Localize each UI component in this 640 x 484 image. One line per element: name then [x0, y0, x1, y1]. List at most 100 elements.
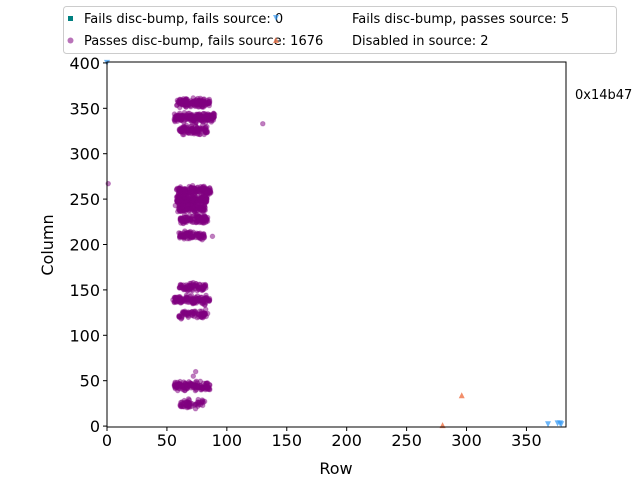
data-point-passes-disc-bump — [201, 185, 208, 192]
data-point-passes-disc-bump — [206, 381, 213, 388]
data-points — [104, 59, 565, 429]
data-point-passes-disc-bump — [176, 385, 183, 392]
data-point-passes-disc-bump — [194, 127, 201, 134]
y-tick-label: 200 — [69, 236, 100, 255]
data-point-passes-disc-bump — [204, 310, 211, 317]
legend-marker-square — [68, 16, 73, 21]
data-point-passes-disc-bump — [183, 399, 189, 406]
data-point-passes-disc-bump — [204, 218, 211, 224]
data-point-passes-disc-bump — [170, 297, 176, 303]
data-point-passes-disc-bump — [179, 99, 186, 106]
data-point-passes-disc-bump — [194, 287, 200, 294]
data-point-passes-disc-bump — [177, 217, 184, 223]
data-point-passes-disc-bump — [195, 205, 201, 212]
data-point-passes-disc-bump — [183, 382, 190, 389]
y-tick-label: 350 — [69, 99, 100, 118]
data-point-passes-disc-bump — [194, 298, 201, 305]
y-tick-label: 300 — [69, 145, 100, 164]
data-point-passes-disc-bump — [187, 114, 193, 121]
data-point-passes-disc-bump — [209, 233, 216, 240]
data-point-passes-disc-bump — [178, 114, 184, 120]
legend-marker-circle — [67, 37, 74, 44]
legend-label: Fails disc-bump, fails source: 0 — [84, 12, 283, 27]
data-point-passes-disc-bump — [174, 382, 181, 388]
x-tick-label: 150 — [271, 431, 302, 450]
data-point-passes-disc-bump — [180, 127, 187, 133]
data-point-passes-disc-bump — [207, 189, 213, 195]
data-point-passes-disc-bump — [194, 401, 200, 407]
data-point-passes-disc-bump — [186, 403, 192, 410]
data-point-passes-disc-bump — [190, 101, 197, 108]
x-tick-label: 300 — [451, 431, 482, 450]
data-point-passes-disc-bump — [202, 198, 209, 204]
data-point-passes-disc-bump — [197, 383, 204, 389]
legend-marker-triangle-down — [273, 15, 279, 21]
data-point-passes-disc-bump — [177, 284, 184, 290]
data-point-passes-disc-bump — [200, 296, 206, 303]
data-point-passes-disc-bump — [183, 310, 189, 317]
x-axis-label: Row — [319, 459, 352, 478]
data-point-passes-disc-bump — [184, 194, 191, 201]
data-point-passes-disc-bump — [190, 373, 197, 379]
data-point-passes-disc-bump — [201, 126, 208, 133]
data-point-passes-disc-bump — [182, 234, 188, 240]
data-point-passes-disc-bump — [172, 202, 179, 209]
x-tick-label: 100 — [212, 431, 243, 450]
data-point-passes-disc-bump — [190, 95, 197, 101]
data-point-passes-disc-bump — [184, 230, 191, 237]
legend-marker-triangle-up — [273, 37, 279, 43]
x-axis: 0 50 100 150 200 250 300 350 — [102, 427, 542, 450]
data-point-passes-disc-bump — [191, 185, 197, 192]
y-tick-label: 100 — [69, 326, 100, 345]
data-point-passes-disc-bump — [200, 312, 207, 318]
x-tick-label: 250 — [391, 431, 422, 450]
data-point-passes-disc-bump — [178, 401, 184, 408]
data-point-passes-disc-bump — [200, 110, 207, 117]
data-point-passes-disc-bump — [199, 402, 206, 409]
data-point-passes-disc-bump — [184, 206, 190, 212]
data-point-passes-disc-bump — [202, 281, 209, 288]
side-annotation: 0x14b47 — [575, 88, 632, 103]
data-point-passes-disc-bump — [181, 192, 187, 199]
x-tick-label: 200 — [331, 431, 362, 450]
y-tick-label: 50 — [80, 372, 100, 391]
data-point-passes-disc-bump — [184, 99, 191, 106]
data-point-passes-disc-bump — [210, 114, 216, 120]
y-axis-label: Column — [38, 214, 57, 275]
data-point-passes-disc-bump — [196, 197, 203, 204]
data-point-passes-disc-bump — [190, 310, 197, 317]
data-point-fails-disc-bump-passes-source — [545, 421, 552, 428]
legend-label: Fails disc-bump, passes source: 5 — [352, 12, 569, 27]
data-point-passes-disc-bump — [202, 116, 208, 122]
data-point-passes-disc-bump — [184, 296, 191, 302]
data-point-passes-disc-bump — [176, 193, 183, 200]
data-point-passes-disc-bump — [182, 286, 188, 292]
legend-label: Passes disc-bump, fails source: 1676 — [84, 34, 323, 49]
x-tick-label: 350 — [511, 431, 542, 450]
data-point-passes-disc-bump — [176, 206, 183, 213]
y-tick-label: 150 — [69, 281, 100, 300]
legend: Fails disc-bump, fails source: 0 Passes … — [63, 6, 617, 54]
x-tick-label: 50 — [157, 431, 177, 450]
data-point-passes-disc-bump — [195, 216, 202, 222]
y-tick-label: 400 — [69, 54, 100, 73]
data-point-passes-disc-bump — [188, 123, 195, 129]
data-point-passes-disc-bump — [177, 297, 184, 303]
legend-label: Disabled in source: 2 — [352, 34, 489, 49]
legend-box — [63, 6, 617, 54]
x-tick-label: 0 — [102, 431, 112, 450]
data-point-passes-disc-bump — [189, 234, 195, 241]
data-point-passes-disc-bump — [188, 216, 194, 223]
data-point-passes-disc-bump — [177, 233, 184, 240]
data-point-passes-disc-bump — [206, 295, 213, 302]
data-point-passes-disc-bump — [202, 386, 209, 393]
y-tick-label: 0 — [90, 417, 100, 436]
data-point-passes-disc-bump — [196, 281, 203, 288]
data-point-passes-disc-bump — [192, 368, 199, 375]
y-axis: 0 50 100 150 200 250 300 350 400 — [69, 54, 107, 436]
data-point-passes-disc-bump — [205, 99, 212, 106]
data-point-disabled-in-source — [458, 392, 465, 399]
y-tick-label: 250 — [69, 190, 100, 209]
data-point-passes-disc-bump — [197, 117, 203, 123]
